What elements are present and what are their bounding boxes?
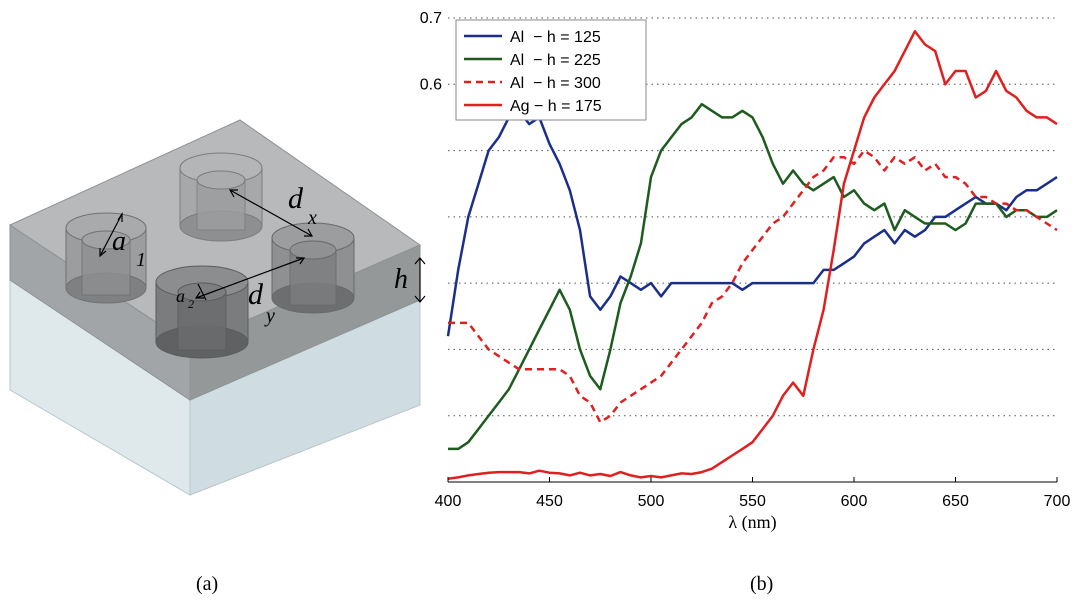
x-tick-label: 400 <box>435 493 462 510</box>
legend-label: Al − h = 225 <box>510 52 601 69</box>
dimension-arrows <box>99 189 426 303</box>
x-tick-label: 600 <box>841 493 868 510</box>
label-dx: d <box>288 182 304 215</box>
label-dy-sub: y <box>264 305 275 327</box>
label-a1-sub: 1 <box>136 249 146 271</box>
label-dx-sub: x <box>307 207 317 229</box>
series-line-2 <box>448 102 1058 451</box>
x-tick-label: 450 <box>536 493 563 510</box>
y-tick-label: 0.6 <box>420 76 442 93</box>
series-line-3 <box>448 149 1058 424</box>
spectra-chart: 400 450 500 550 600 650 700 0.6 0.7 λ (nm) Al − h… <box>420 10 1071 533</box>
series-line-1 <box>446 109 1058 337</box>
caption-a: (a) <box>196 573 219 595</box>
label-dy: d <box>248 278 264 311</box>
grid-lines <box>448 17 1057 417</box>
series-line-4 <box>447 30 1058 480</box>
legend-label: Al − h = 300 <box>510 75 601 92</box>
metasurface-schematic: a 1 a 2 d x d y h <box>8 119 426 496</box>
cylinder-right <box>271 222 355 314</box>
legend-label: Ag − h = 175 <box>510 98 602 115</box>
label-a2-sub: 2 <box>188 297 194 311</box>
legend-label: Al − h = 125 <box>510 29 601 46</box>
x-tick-label: 650 <box>942 493 969 510</box>
x-tick-label: 700 <box>1044 493 1071 510</box>
label-a2: a <box>176 286 185 306</box>
x-tick-label: 550 <box>739 493 766 510</box>
legend: Al − h = 125 Al − h = 225 Al − h = 300 Ag −… <box>455 19 647 121</box>
label-h: h <box>394 264 408 295</box>
caption-b: (b) <box>750 573 774 595</box>
cylinder-a1 <box>65 212 147 304</box>
label-a1: a <box>112 226 126 257</box>
cylinder-back <box>179 152 263 242</box>
series-lines <box>446 30 1058 480</box>
y-tick-label: 0.7 <box>420 10 442 27</box>
axes: 400 450 500 550 600 650 700 0.6 0.7 λ (nm) <box>420 10 1071 533</box>
x-axis-label: λ (nm) <box>728 512 776 533</box>
x-tick-label: 500 <box>638 493 665 510</box>
cylinder-a2 <box>155 265 249 359</box>
